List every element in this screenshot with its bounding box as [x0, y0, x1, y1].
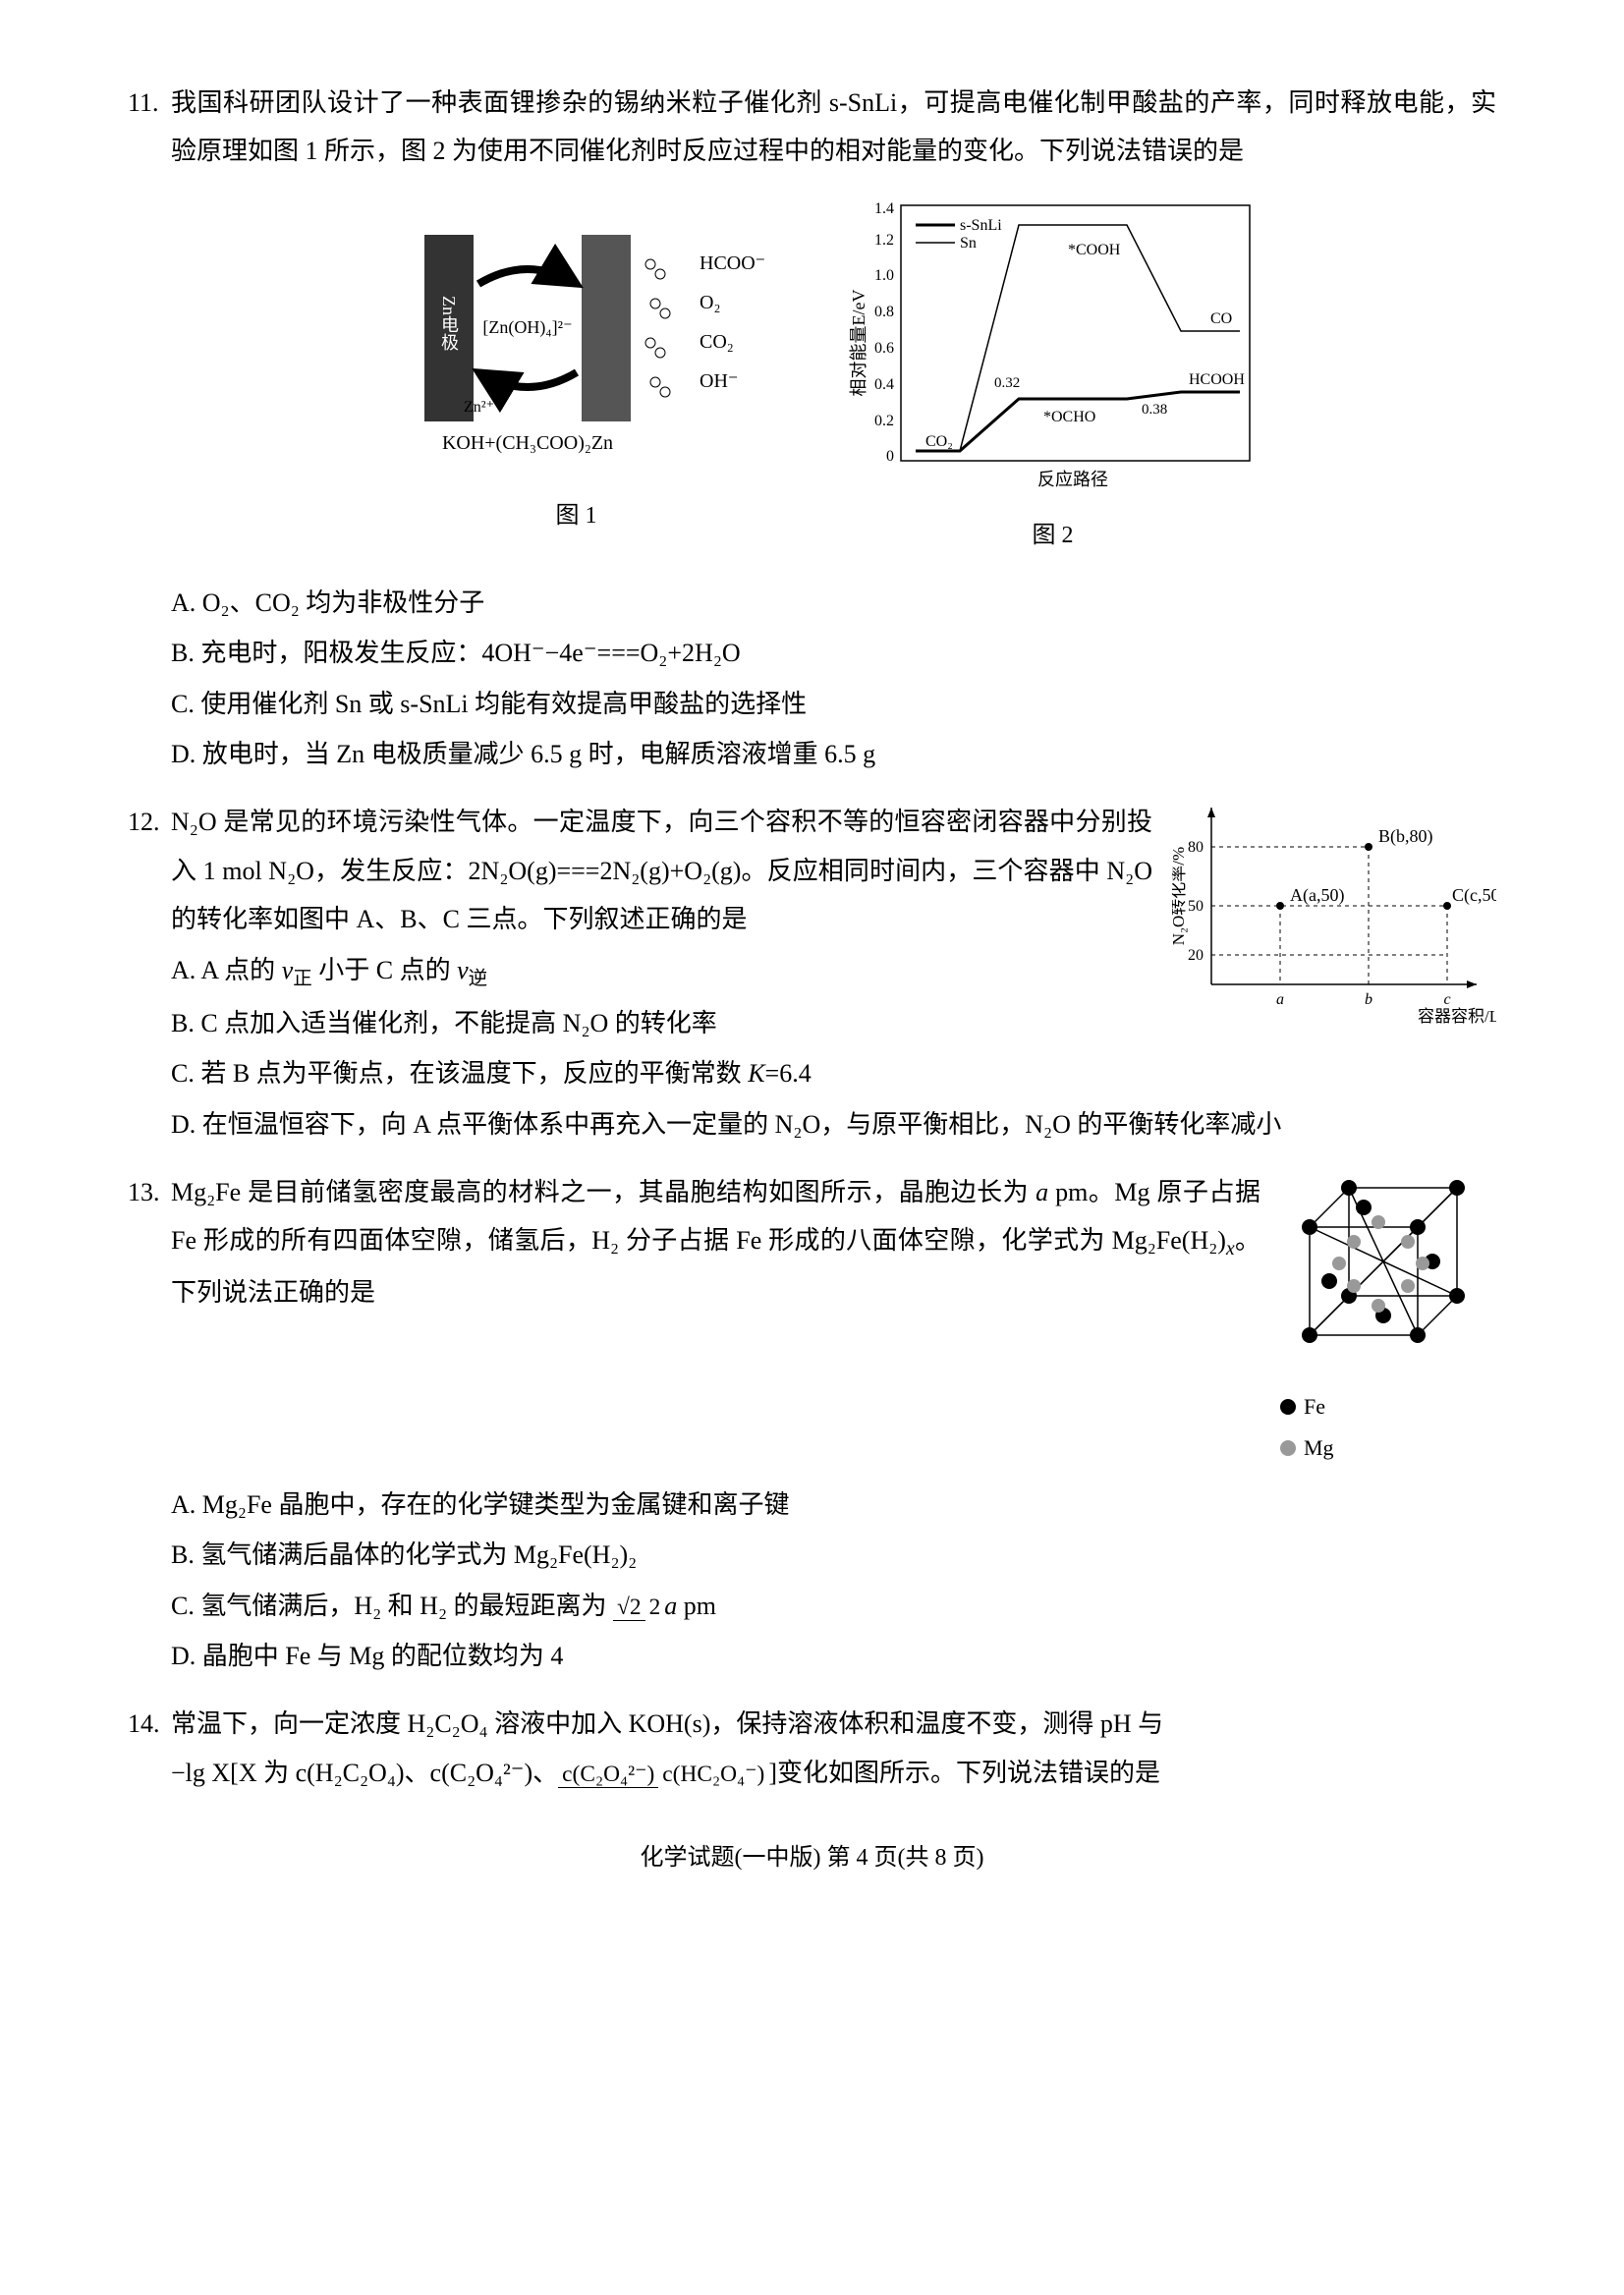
svg-text:0.38: 0.38 — [1142, 402, 1167, 418]
svg-text:b: b — [1365, 991, 1372, 1008]
electrochemical-cell-diagram: Zn电极 [Zn(OH)₄]²⁻ Zn²⁺ HCO — [365, 196, 788, 471]
svg-text:a: a — [1276, 991, 1284, 1008]
zn-electrode-label: Zn电极 — [439, 296, 459, 351]
svg-text:*COOH: *COOH — [1068, 242, 1121, 258]
q13-text: Mg₂Fe 是目前储氢密度最高的材料之一，其晶胞结构如图所示，晶胞边长为 a p… — [171, 1168, 1260, 1316]
q12-opt-d: D. 在恒温恒容下，向 A 点平衡体系中再充入一定量的 N₂O，与原平衡相比，N… — [128, 1100, 1496, 1148]
q13-number: 13. — [128, 1168, 171, 1216]
q12-number: 12. — [128, 798, 171, 846]
svg-text:*OCHO: *OCHO — [1043, 409, 1095, 425]
svg-text:A(a,50): A(a,50) — [1290, 885, 1344, 906]
q12-text: N₂O 是常见的环境污染性气体。一定温度下，向三个容积不等的恒容密闭容器中分别投… — [171, 798, 1152, 943]
fig1-caption: 图 1 — [365, 494, 788, 539]
svg-text:c: c — [1443, 991, 1450, 1008]
q12-graph: A(a,50) B(b,80) C(c,50) 80 50 20 a b c N… — [1172, 798, 1496, 1039]
svg-text:相对能量E/eV: 相对能量E/eV — [849, 289, 868, 396]
svg-text:Sn: Sn — [960, 235, 977, 252]
svg-text:CO: CO — [1210, 310, 1232, 327]
svg-text:容器容积/L: 容器容积/L — [1418, 1007, 1496, 1024]
question-14: 14. 常温下，向一定浓度 H₂C₂O₄ 溶液中加入 KOH(s)，保持溶液体积… — [128, 1700, 1496, 1797]
q13-opt-a: A. Mg₂Fe 晶胞中，存在的化学键类型为金属键和离子键 — [128, 1481, 1496, 1529]
energy-diagram-chart: 0 0.2 0.4 0.6 0.8 1.0 1.2 1.4 相对能量E/eV s… — [847, 196, 1260, 490]
svg-text:0.2: 0.2 — [874, 413, 894, 429]
svg-text:1.2: 1.2 — [874, 232, 894, 249]
svg-text:50: 50 — [1188, 898, 1204, 915]
svg-text:CO₂: CO₂ — [700, 331, 734, 353]
question-13: Fe Mg 13. Mg₂Fe 是目前储氢密度最高的材料之一，其晶胞结构如图所示… — [128, 1168, 1496, 1681]
q14-text-1: 常温下，向一定浓度 H₂C₂O₄ 溶液中加入 KOH(s)，保持溶液体积和温度不… — [171, 1700, 1496, 1748]
question-12: A(a,50) B(b,80) C(c,50) 80 50 20 a b c N… — [128, 798, 1496, 1148]
svg-text:80: 80 — [1188, 839, 1204, 856]
svg-text:Zn²⁺: Zn²⁺ — [464, 399, 494, 416]
svg-text:KOH+(CH₃COO)₂Zn: KOH+(CH₃COO)₂Zn — [441, 432, 612, 454]
q11-opt-d: D. 放电时，当 Zn 电极质量减少 6.5 g 时，电解质溶液增重 6.5 g — [128, 730, 1496, 778]
svg-text:s-SnLi: s-SnLi — [960, 217, 1002, 234]
svg-text:20: 20 — [1188, 947, 1204, 964]
q11-fig1: Zn电极 [Zn(OH)₄]²⁻ Zn²⁺ HCO — [365, 196, 788, 559]
q11-fig2: 0 0.2 0.4 0.6 0.8 1.0 1.2 1.4 相对能量E/eV s… — [847, 196, 1260, 559]
svg-text:OH⁻: OH⁻ — [700, 370, 738, 392]
q11-opt-a: A. O₂、CO₂ 均为非极性分子 — [128, 579, 1496, 627]
svg-text:0: 0 — [886, 448, 894, 465]
svg-text:[Zn(OH)₄]²⁻: [Zn(OH)₄]²⁻ — [482, 317, 572, 338]
q12-opt-c: C. 若 B 点为平衡点，在该温度下，反应的平衡常数 K=6.4 — [128, 1049, 1496, 1097]
svg-text:CO₂: CO₂ — [925, 433, 953, 450]
fig2-caption: 图 2 — [847, 514, 1260, 559]
svg-text:0.32: 0.32 — [994, 375, 1020, 391]
crystal-cell-diagram — [1280, 1168, 1496, 1365]
q13-opt-d: D. 晶胞中 Fe 与 Mg 的配位数均为 4 — [128, 1632, 1496, 1680]
svg-text:B(b,80): B(b,80) — [1378, 826, 1433, 847]
q11-figures: Zn电极 [Zn(OH)₄]²⁻ Zn²⁺ HCO — [128, 196, 1496, 559]
legend-mg: Mg — [1280, 1427, 1496, 1469]
svg-text:0.4: 0.4 — [874, 376, 894, 393]
q11-text: 我国科研团队设计了一种表面锂掺杂的锡纳米粒子催化剂 s-SnLi，可提高电催化制… — [171, 79, 1496, 176]
svg-text:HCOOH: HCOOH — [1189, 371, 1245, 388]
bubbles-icon — [645, 259, 670, 397]
page-footer: 化学试题(一中版) 第 4 页(共 8 页) — [128, 1836, 1496, 1881]
q11-opt-c: C. 使用催化剂 Sn 或 s-SnLi 均能有效提高甲酸盐的选择性 — [128, 680, 1496, 728]
legend-fe: Fe — [1280, 1386, 1496, 1427]
svg-text:1.4: 1.4 — [874, 200, 894, 217]
question-11: 11. 我国科研团队设计了一种表面锂掺杂的锡纳米粒子催化剂 s-SnLi，可提高… — [128, 79, 1496, 778]
q11-opt-b: B. 充电时，阳极发生反应：4OH⁻−4e⁻===O₂+2H₂O — [128, 629, 1496, 677]
svg-text:C(c,50): C(c,50) — [1452, 885, 1496, 906]
q14-text-2: −lg X[X 为 c(H₂C₂O₄)、c(C₂O₄²⁻)、c(C₂O₄²⁻)c… — [128, 1749, 1496, 1797]
svg-text:反应路径: 反应路径 — [1037, 470, 1108, 489]
q14-number: 14. — [128, 1700, 171, 1748]
q13-opt-c: C. 氢气储满后，H₂ 和 H₂ 的最短距离为 √22a pm — [128, 1582, 1496, 1630]
svg-text:0.8: 0.8 — [874, 304, 894, 320]
q13-opt-b: B. 氢气储满后晶体的化学式为 Mg₂Fe(H₂)₂ — [128, 1531, 1496, 1579]
svg-text:0.6: 0.6 — [874, 340, 894, 357]
svg-text:HCOO⁻: HCOO⁻ — [700, 252, 765, 274]
svg-text:1.0: 1.0 — [874, 267, 894, 284]
q13-crystal-figure: Fe Mg — [1280, 1168, 1496, 1469]
svg-text:O₂: O₂ — [700, 292, 720, 313]
q11-number: 11. — [128, 79, 171, 127]
svg-text:N₂O转化率/%: N₂O转化率/% — [1172, 847, 1188, 945]
